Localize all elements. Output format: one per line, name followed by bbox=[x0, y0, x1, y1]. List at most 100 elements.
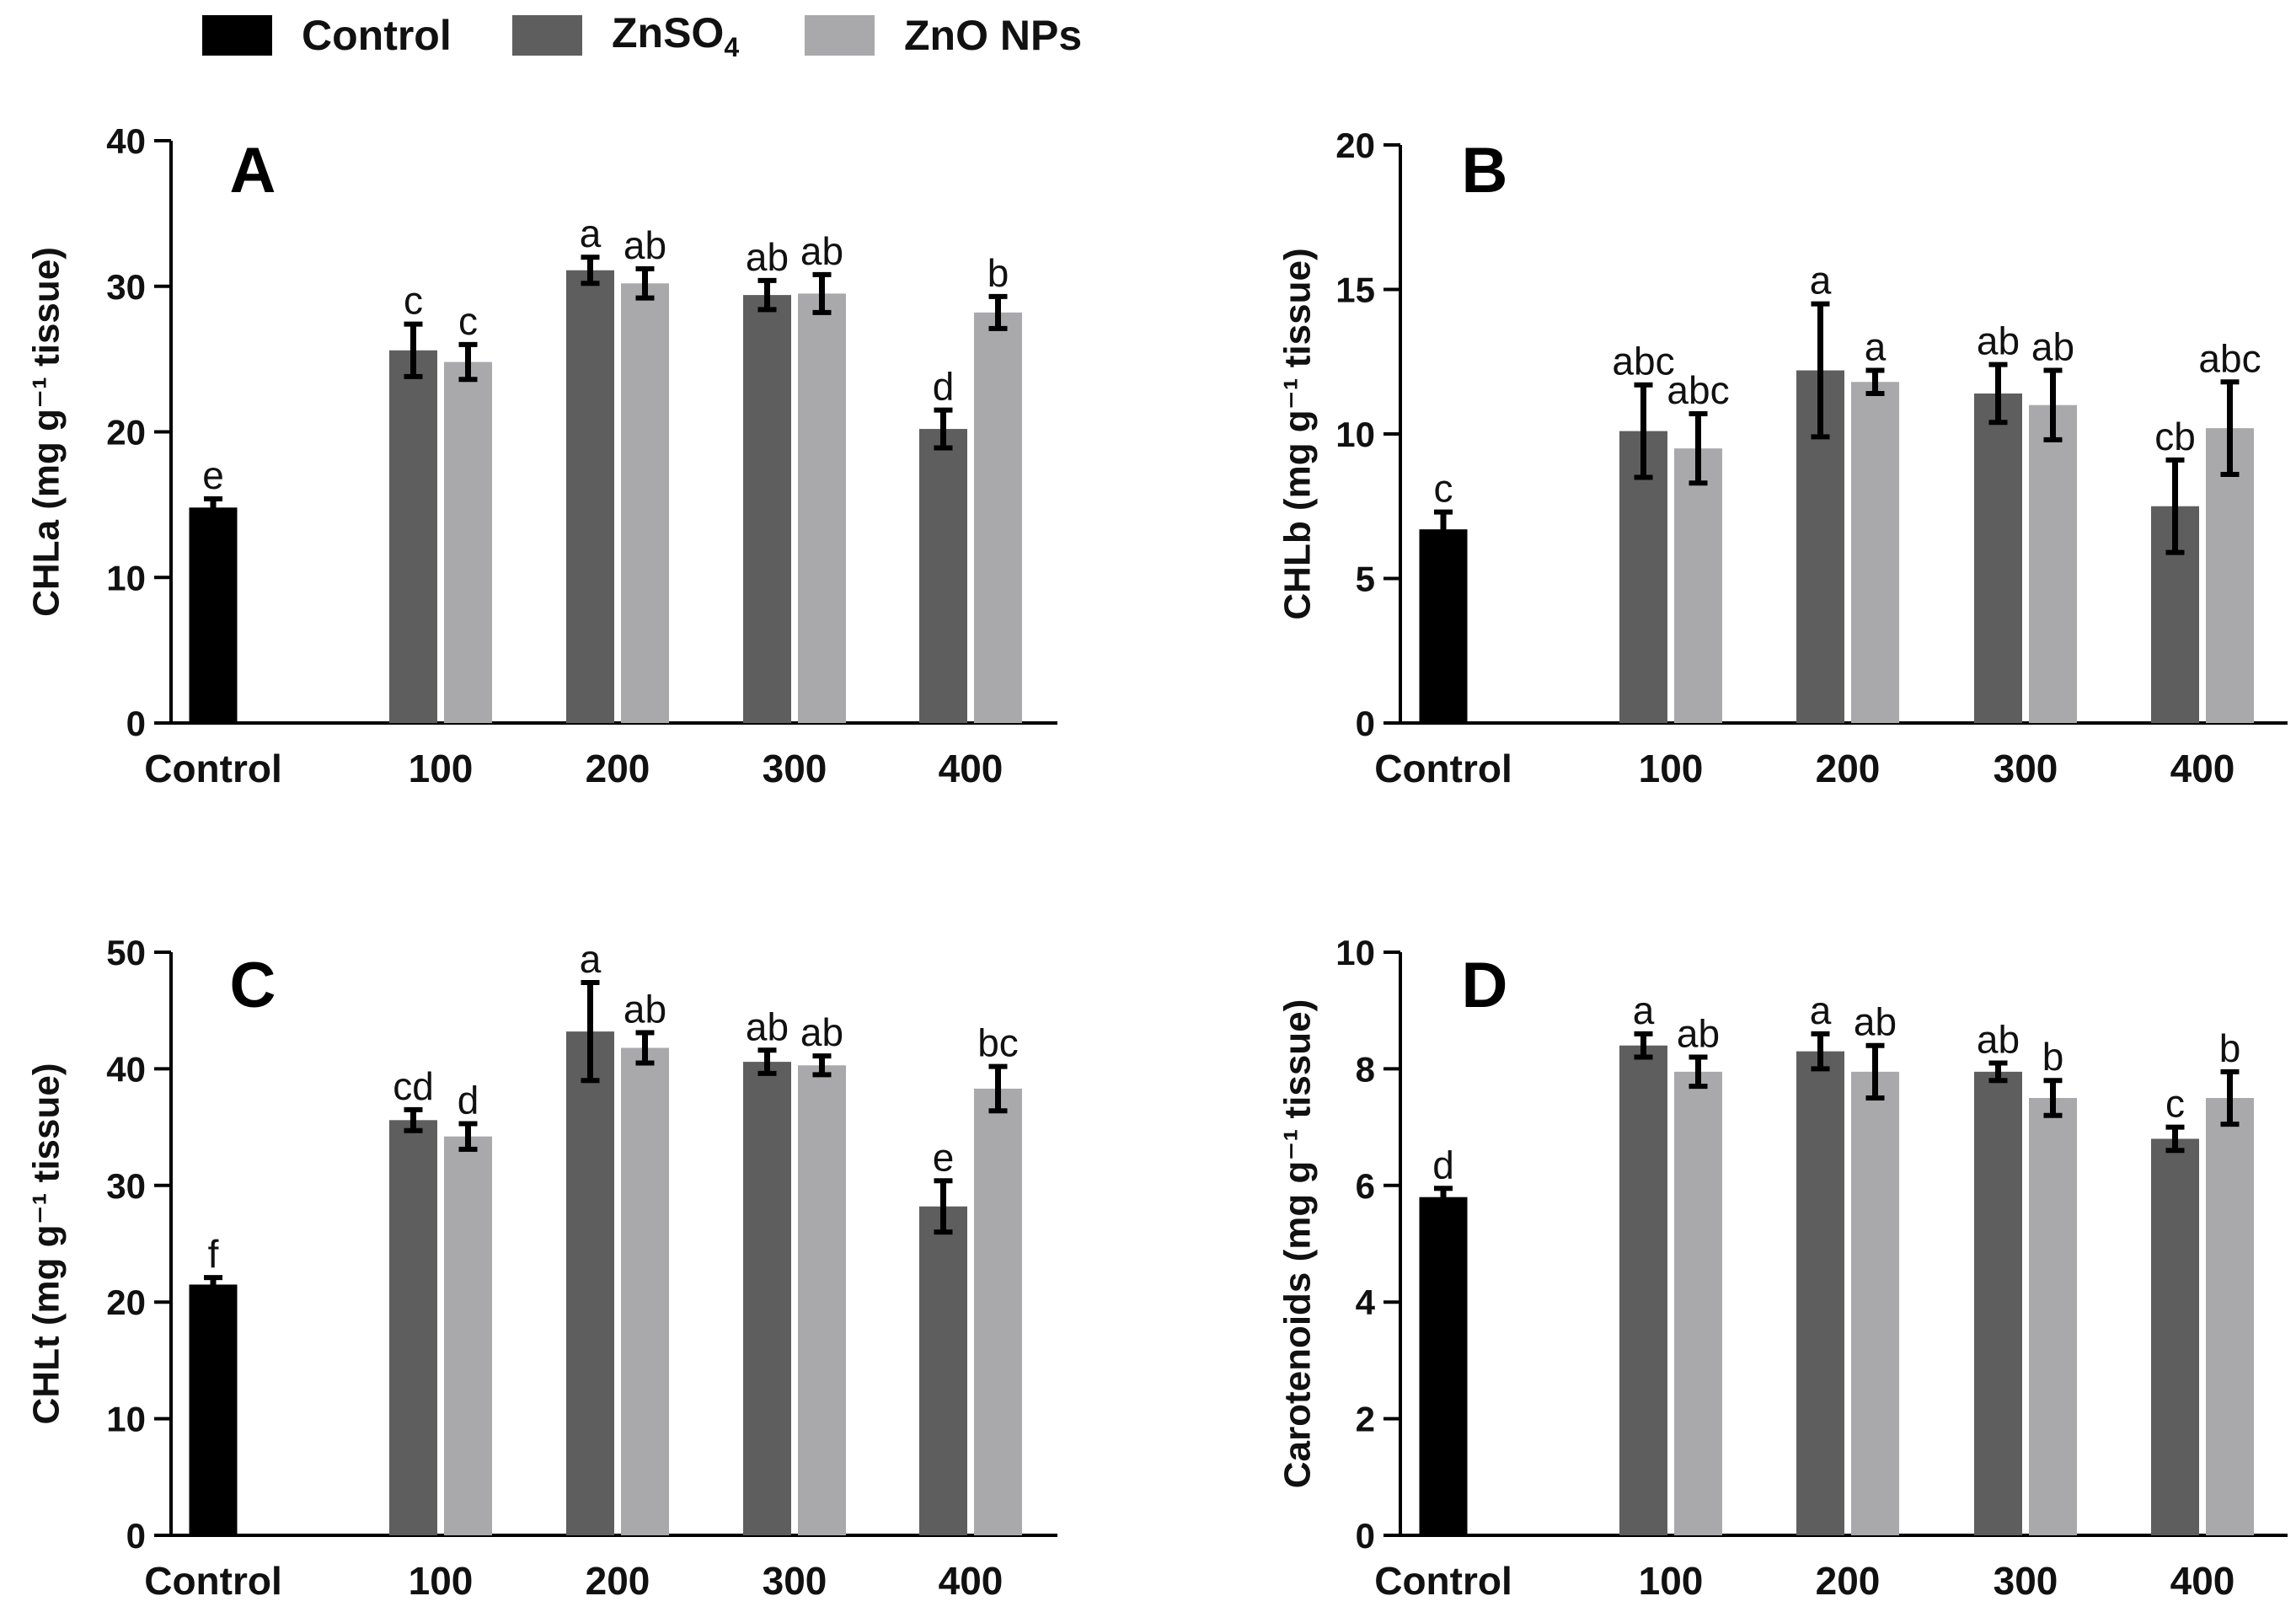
bar-zno-nps bbox=[444, 361, 492, 723]
x-tick-label: 200 bbox=[586, 1559, 650, 1603]
significance-label: a bbox=[1810, 259, 1832, 303]
y-tick-label: 0 bbox=[1356, 704, 1375, 743]
chart-panel-c: 0 10 20 30 40 50 CHLt (mg g⁻¹ tissue) C Control 1… bbox=[26, 933, 1057, 1603]
significance-label: ab bbox=[800, 229, 843, 273]
bar-zno-nps bbox=[2206, 1098, 2254, 1535]
significance-label: b bbox=[987, 251, 1009, 295]
bar-zno-nps bbox=[1674, 1071, 1722, 1535]
y-tick-label: 20 bbox=[106, 413, 146, 453]
y-axis-title: CHLb (mg g⁻¹ tissue) bbox=[1277, 248, 1319, 619]
significance-label: b bbox=[2042, 1035, 2064, 1079]
y-tick-label: 10 bbox=[106, 558, 146, 597]
y-tick-label: 15 bbox=[1335, 270, 1375, 310]
significance-label: ab bbox=[800, 1010, 843, 1054]
significance-label: a bbox=[1865, 325, 1887, 369]
bar-zno-nps bbox=[621, 283, 669, 723]
bar-zno-nps bbox=[798, 293, 846, 723]
x-tick-label: 400 bbox=[2170, 1559, 2235, 1603]
y-axis-title: CHLa (mg g⁻¹ tissue) bbox=[26, 247, 67, 617]
x-tick-label: 300 bbox=[1994, 1559, 2058, 1603]
bar-zno-nps bbox=[2029, 1098, 2077, 1535]
x-tick-label: 100 bbox=[1639, 1559, 1704, 1603]
y-tick-label: 40 bbox=[106, 121, 146, 161]
x-tick-label: 300 bbox=[1994, 747, 2058, 790]
y-tick-label: 30 bbox=[106, 1166, 146, 1206]
bar-control bbox=[189, 507, 238, 723]
significance-label: cd bbox=[393, 1064, 434, 1108]
y-tick-label: 0 bbox=[126, 704, 146, 743]
bar-znso4 bbox=[743, 295, 791, 723]
y-tick-label: 5 bbox=[1356, 560, 1375, 599]
legend-item-znso4: ZnSO4 bbox=[512, 8, 739, 63]
bar-zno-nps bbox=[2206, 428, 2254, 723]
y-tick-label: 30 bbox=[106, 267, 146, 307]
legend-swatch-zno-nps bbox=[805, 15, 875, 56]
significance-label: c bbox=[404, 279, 423, 323]
significance-label: ab bbox=[2031, 325, 2074, 369]
panel-letter: B bbox=[1462, 135, 1508, 206]
bar-zno-nps bbox=[1851, 382, 1899, 723]
legend-swatch-znso4 bbox=[512, 15, 582, 56]
significance-label: ab bbox=[1977, 1017, 2020, 1061]
chart-panel-b: 0 5 10 15 20 CHLb (mg g⁻¹ tissue) B Control 100 2… bbox=[1277, 126, 2288, 790]
x-tick-label: 200 bbox=[586, 747, 650, 790]
x-tick-label: Control bbox=[1374, 747, 1512, 790]
significance-label: e bbox=[202, 453, 224, 497]
bar-zno-nps bbox=[2029, 404, 2077, 723]
x-tick-label: 400 bbox=[2170, 747, 2235, 790]
significance-label: d bbox=[933, 365, 955, 409]
bar-znso4 bbox=[1796, 1051, 1844, 1535]
legend-item-control: Control bbox=[202, 10, 452, 61]
significance-label: d bbox=[458, 1078, 479, 1122]
significance-label: c bbox=[458, 299, 478, 343]
significance-label: a bbox=[580, 937, 602, 981]
bar-znso4 bbox=[919, 1206, 967, 1535]
chart-panel-d: 0 2 4 6 8 10 Carotenoids (mg g⁻¹ tissue) D Contr… bbox=[1277, 933, 2288, 1603]
y-axis-title: CHLt (mg g⁻¹ tissue) bbox=[26, 1063, 67, 1425]
x-tick-label: 200 bbox=[1816, 747, 1881, 790]
x-tick-label: 100 bbox=[1639, 747, 1704, 790]
bar-znso4 bbox=[743, 1062, 791, 1535]
bar-zno-nps bbox=[1674, 448, 1722, 723]
y-tick-label: 8 bbox=[1356, 1049, 1375, 1089]
significance-label: abc bbox=[2198, 336, 2261, 380]
y-tick-label: 10 bbox=[106, 1400, 146, 1439]
y-tick-label: 20 bbox=[1335, 126, 1375, 165]
bar-znso4 bbox=[1974, 393, 2022, 723]
bar-zno-nps bbox=[1851, 1071, 1899, 1535]
y-tick-label: 40 bbox=[106, 1049, 146, 1089]
significance-label: a bbox=[1633, 988, 1655, 1032]
chart-legend: Control ZnSO4 ZnO NPs bbox=[0, 0, 2296, 76]
chart-panel-a: 0 10 20 30 40 CHLa (mg g⁻¹ tissue) A Control 100… bbox=[26, 121, 1057, 790]
legend-label-znso4: ZnSO4 bbox=[612, 8, 739, 63]
x-tick-label: 200 bbox=[1816, 1559, 1881, 1603]
y-tick-label: 10 bbox=[1335, 415, 1375, 454]
y-tick-label: 0 bbox=[1356, 1516, 1375, 1556]
significance-label: a bbox=[1810, 988, 1832, 1032]
significance-label: abc bbox=[1667, 368, 1729, 412]
legend-label-control: Control bbox=[302, 12, 452, 59]
x-tick-label: Control bbox=[1374, 1559, 1512, 1603]
bar-znso4 bbox=[919, 429, 967, 723]
bar-control bbox=[189, 1284, 238, 1535]
bar-zno-nps bbox=[974, 312, 1022, 723]
bar-control bbox=[1419, 1197, 1468, 1535]
y-tick-label: 20 bbox=[106, 1283, 146, 1322]
y-tick-label: 2 bbox=[1356, 1400, 1375, 1439]
bar-znso4 bbox=[1974, 1071, 2022, 1535]
y-tick-label: 0 bbox=[126, 1516, 146, 1556]
y-axis-title: Carotenoids (mg g⁻¹ tissue) bbox=[1277, 999, 1319, 1489]
x-tick-label: 400 bbox=[939, 747, 1003, 790]
significance-label: ab bbox=[624, 987, 666, 1031]
x-tick-label: 100 bbox=[409, 747, 474, 790]
x-tick-label: 100 bbox=[409, 1559, 474, 1603]
bar-zno-nps bbox=[798, 1065, 846, 1535]
significance-label: c bbox=[1434, 467, 1453, 511]
legend-item-zno-nps: ZnO NPs bbox=[805, 10, 1082, 61]
bar-znso4 bbox=[566, 1031, 614, 1535]
bar-control bbox=[1419, 529, 1468, 723]
significance-label: d bbox=[1432, 1143, 1454, 1186]
panel-letter: D bbox=[1462, 950, 1508, 1021]
legend-swatch-control bbox=[202, 15, 272, 56]
significance-label: cb bbox=[2154, 415, 2196, 458]
